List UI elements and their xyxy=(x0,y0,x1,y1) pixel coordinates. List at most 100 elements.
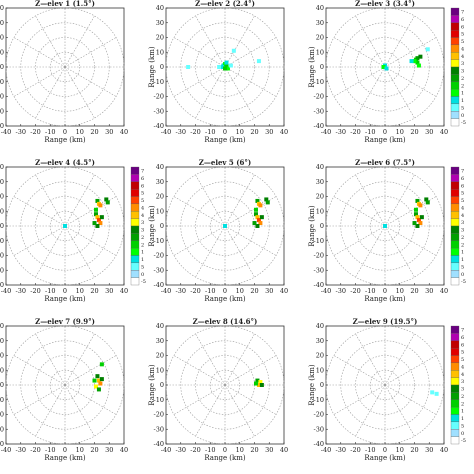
x-axis-label: Range (km) xyxy=(364,136,406,144)
colorbar-swatch xyxy=(450,392,460,400)
x-tick-label: -20 xyxy=(350,128,360,136)
radar-panel-8: -40 -30 -20 -10 0 10 20 30 40403020100-10-20-30-… xyxy=(148,317,288,462)
azimuth-line xyxy=(64,66,95,119)
echo-point xyxy=(224,63,229,68)
x-tick-label: -30 xyxy=(16,128,26,136)
range-ring xyxy=(209,51,241,83)
colorbar-label: 5 xyxy=(141,191,144,197)
x-tick-label: 40 xyxy=(440,446,448,454)
colorbar-label: 0 xyxy=(461,272,464,278)
echo-point xyxy=(425,200,430,205)
echo-point xyxy=(381,65,386,69)
y-tick-label: 20 xyxy=(0,193,4,201)
azimuth-line xyxy=(195,66,226,119)
colorbar-swatch xyxy=(450,377,460,386)
y-tick-label: 20 xyxy=(156,352,164,360)
x-tick-label: -20 xyxy=(350,446,360,454)
y-tick-label: 40 xyxy=(316,4,324,12)
azimuth-line xyxy=(224,225,255,278)
y-tick-label: -10 xyxy=(154,78,164,86)
x-tick-label: -20 xyxy=(350,287,360,295)
colorbar-swatch xyxy=(130,188,140,197)
colorbar-swatch xyxy=(450,233,460,241)
colorbar-swatch xyxy=(450,340,460,349)
x-tick-label: 20 xyxy=(250,287,258,295)
x-tick-label: 40 xyxy=(280,446,288,454)
y-axis-label: Range (km) xyxy=(148,205,156,247)
colorbar-label: 0 xyxy=(461,431,464,437)
y-tick-label: 20 xyxy=(316,34,324,42)
echo-point xyxy=(186,65,191,69)
y-tick-label: -10 xyxy=(0,396,4,404)
colorbar-swatch xyxy=(450,384,460,393)
x-tick-label: 10 xyxy=(76,287,84,295)
echo-point xyxy=(253,381,258,386)
azimuth-line xyxy=(333,355,386,386)
azimuth-line xyxy=(35,333,66,386)
azimuth-line xyxy=(384,174,415,227)
y-tick-label: -10 xyxy=(0,237,4,245)
echo-point xyxy=(416,218,421,223)
azimuth-line xyxy=(355,225,386,278)
azimuth-line xyxy=(13,355,66,386)
azimuth-line xyxy=(64,37,117,68)
echo-point xyxy=(255,378,260,383)
x-tick-label: 20 xyxy=(250,446,258,454)
range-ring xyxy=(369,51,401,83)
azimuth-line xyxy=(384,66,415,119)
range-ring xyxy=(35,196,95,256)
colorbar-label: 7 xyxy=(141,169,144,175)
azimuth-line xyxy=(224,66,255,119)
radar-panel-7: -40-30-20-10010203040403020100-10-20-30-… xyxy=(0,317,128,462)
azimuth-line xyxy=(35,66,66,119)
echo-point xyxy=(105,200,110,205)
colorbar-swatch xyxy=(450,88,460,97)
range-ring xyxy=(165,325,285,445)
echo-point xyxy=(258,221,263,226)
y-tick-label: 30 xyxy=(316,178,324,186)
echo-point xyxy=(95,215,100,220)
range-ring xyxy=(369,210,401,242)
echo-point xyxy=(231,48,236,53)
range-ring xyxy=(165,166,285,286)
azimuth-line xyxy=(13,196,66,227)
colorbar-label: 5 xyxy=(141,198,144,204)
echo-point xyxy=(252,221,257,226)
y-axis-label: Range (km) xyxy=(308,364,316,406)
colorbar-swatch xyxy=(450,196,460,205)
x-tick-label: -30 xyxy=(336,446,346,454)
radar-panel-6: -40 -30 -20 -10 0 10 20 30 40403020100-10-20-30-… xyxy=(308,158,466,303)
colorbar-label: 1 xyxy=(141,257,144,263)
y-tick-label: -10 xyxy=(154,237,164,245)
colorbar-label: 6 xyxy=(141,183,144,189)
y-axis-label: Range (km) xyxy=(308,205,316,247)
x-tick-label: -30 xyxy=(336,287,346,295)
panel-title: Z—elev 4 (4.5°) xyxy=(35,158,95,167)
x-tick-label: -30 xyxy=(176,287,186,295)
range-ring xyxy=(5,325,125,445)
colorbar-swatch xyxy=(450,399,460,408)
y-tick-label: 30 xyxy=(156,337,164,345)
x-tick-label: 0 xyxy=(223,287,227,295)
echo-point xyxy=(415,60,420,65)
colorbar-swatch xyxy=(450,44,460,53)
x-tick-label: 0 xyxy=(63,128,67,136)
colorbar-label: 5 xyxy=(461,264,464,270)
colorbar-label: 6 xyxy=(461,335,464,341)
azimuth-line xyxy=(355,384,386,437)
x-axis-label: Range (km) xyxy=(44,454,86,462)
x-tick-label: 10 xyxy=(236,128,244,136)
colorbar-swatch xyxy=(450,203,460,212)
echo-point xyxy=(98,381,103,386)
range-ring xyxy=(340,22,430,112)
azimuth-line xyxy=(333,37,386,68)
range-ring xyxy=(355,355,415,415)
x-tick-label: 0 xyxy=(383,287,387,295)
colorbar-swatch xyxy=(450,74,460,82)
echo-point xyxy=(415,215,420,220)
range-ring xyxy=(20,181,110,271)
azimuth-line xyxy=(384,384,415,437)
echo-point xyxy=(256,218,261,223)
